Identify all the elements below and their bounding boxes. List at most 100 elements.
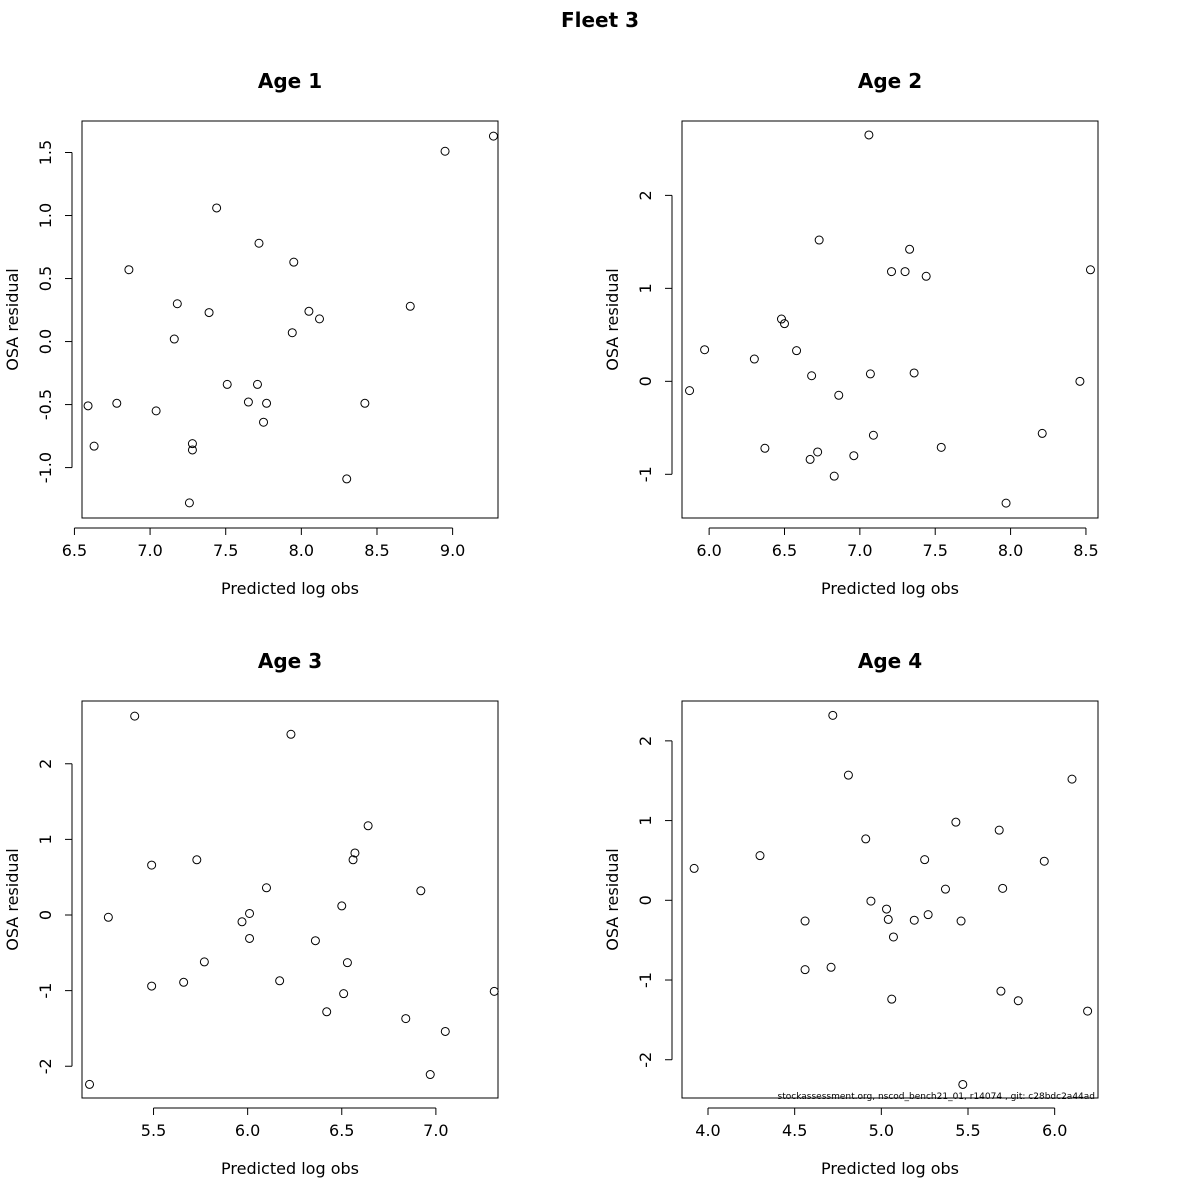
y-tick-label: 1.0 <box>36 203 55 228</box>
data-point <box>112 398 122 408</box>
y-tick-label: -1.0 <box>36 452 55 483</box>
data-point <box>864 130 874 140</box>
y-tick-label: 0 <box>636 895 655 905</box>
data-point <box>1013 996 1023 1006</box>
data-point <box>689 863 699 873</box>
data-point <box>866 896 876 906</box>
data-point <box>1037 428 1047 438</box>
data-point <box>348 855 358 865</box>
data-point <box>401 1014 411 1024</box>
y-axis-label: OSA residual <box>603 268 622 370</box>
plot-frame <box>81 700 499 1099</box>
data-point <box>187 445 197 455</box>
data-point <box>909 915 919 925</box>
y-tick-label: 2 <box>636 190 655 200</box>
data-point <box>184 498 194 508</box>
data-point <box>405 301 415 311</box>
panel-title: Age 2 <box>858 69 922 93</box>
x-axis-label: Predicted log obs <box>221 579 359 598</box>
panel-title: Age 1 <box>258 69 322 93</box>
data-point <box>339 989 349 999</box>
y-tick-label: -1 <box>36 983 55 999</box>
data-point <box>416 886 426 896</box>
x-tick-label: 8.0 <box>289 541 314 560</box>
data-point <box>900 267 910 277</box>
data-point <box>800 965 810 975</box>
data-point <box>1039 856 1049 866</box>
data-point <box>685 386 695 396</box>
data-point <box>363 821 373 831</box>
data-point <box>360 398 370 408</box>
data-point <box>199 957 209 967</box>
x-tick-label: 7.0 <box>423 1121 448 1140</box>
data-point <box>951 817 961 827</box>
data-point <box>151 406 161 416</box>
data-point <box>83 401 93 411</box>
data-point <box>755 851 765 861</box>
y-axis-label: OSA residual <box>603 848 622 950</box>
data-point <box>262 398 272 408</box>
panel-age-1: Age 1 6.5 7.0 7.5 8.0 8.5 9.0 Predicted log obs… <box>3 69 499 598</box>
data-point <box>488 131 498 141</box>
data-point <box>310 936 320 946</box>
data-point <box>1085 265 1095 275</box>
data-point <box>749 354 759 364</box>
x-tick-label: 6.5 <box>772 541 797 560</box>
data-point <box>187 439 197 449</box>
data-point <box>147 981 157 991</box>
x-tick-label: 4.0 <box>695 1121 720 1140</box>
x-tick-label: 7.5 <box>213 541 238 560</box>
data-point <box>828 710 838 720</box>
data-point <box>204 308 214 318</box>
data-point <box>222 379 232 389</box>
figure-title: Fleet 3 <box>561 8 639 32</box>
plot-frame <box>681 120 1099 519</box>
y-tick-label: 1.5 <box>36 140 55 165</box>
plot-frame <box>81 120 499 519</box>
data-point <box>259 417 269 427</box>
y-tick-label: 0.5 <box>36 266 55 291</box>
x-tick-label: 6.5 <box>329 1121 354 1140</box>
panel-age-2: Age 2 6.0 6.5 7.0 7.5 8.0 8.5 Predicted log obs… <box>603 69 1099 598</box>
data-point <box>807 371 817 381</box>
data-point <box>252 379 262 389</box>
y-tick-label: 2 <box>636 736 655 746</box>
data-point <box>289 257 299 267</box>
data-point <box>805 454 815 464</box>
data-point <box>245 933 255 943</box>
data-point <box>956 916 966 926</box>
data-point <box>868 430 878 440</box>
y-tick-label: 1 <box>636 283 655 293</box>
data-point <box>760 443 770 453</box>
data-point <box>996 986 1006 996</box>
data-point <box>169 334 179 344</box>
data-point <box>887 994 897 1004</box>
data-point <box>958 1079 968 1089</box>
data-point <box>843 770 853 780</box>
x-tick-label: 8.5 <box>1073 541 1098 560</box>
panels: Age 1 6.5 7.0 7.5 8.0 8.5 9.0 Predicted log obs… <box>3 69 1099 1178</box>
figure-footnote: stockassessment.org, nscod_bench21_01, r… <box>778 1092 1095 1102</box>
data-point <box>813 447 823 457</box>
data-point <box>923 910 933 920</box>
data-point <box>700 345 710 355</box>
data-point <box>304 306 314 316</box>
data-point <box>1067 774 1077 784</box>
data-point <box>440 146 450 156</box>
data-point <box>998 883 1008 893</box>
data-point <box>905 244 915 254</box>
y-tick-label: -1 <box>636 972 655 988</box>
data-point <box>887 267 897 277</box>
data-point <box>1083 1006 1093 1016</box>
data-point <box>920 855 930 865</box>
y-axis-label: OSA residual <box>3 268 22 370</box>
data-point <box>921 271 931 281</box>
x-tick-label: 5.5 <box>955 1121 980 1140</box>
y-tick-label: 0.0 <box>36 329 55 354</box>
data-point <box>172 299 182 309</box>
data-point <box>314 314 324 324</box>
data-point <box>779 319 789 329</box>
y-tick-label: -2 <box>636 1052 655 1068</box>
data-point <box>322 1007 332 1017</box>
